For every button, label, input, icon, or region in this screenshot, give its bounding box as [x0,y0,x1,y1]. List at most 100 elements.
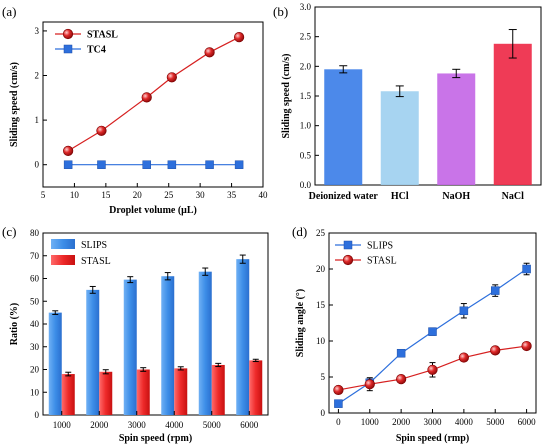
series-line [67,36,240,152]
panel-b: 0.0 0.5 1.0 1.5 2.0 2.5 3.0 Deionized water HCl N… [273,2,542,202]
bar-slips [161,276,175,415]
x-tick-label: 3000 [128,420,147,430]
y-tick-label: 20 [316,264,326,274]
x-axis-label: Droplet volume (μL) [109,205,197,216]
data-point [167,160,177,169]
data-point [63,145,74,156]
legend-label: SLIPS [367,241,393,252]
bar-stasl [211,364,225,415]
data-point [334,399,343,408]
bar [437,73,476,185]
data-point [458,352,469,363]
y-tick-label: 5 [321,372,326,382]
x-axis-label: Spin speed (rmp) [396,433,469,444]
y-tick-label: 70 [30,251,40,261]
y-tick-label: 80 [30,228,40,238]
data-point [396,348,406,358]
x-tick-label: 2000 [90,420,109,430]
x-tick-label: 2000 [392,417,411,427]
panel-c: 0 10 20 30 40 50 60 70 80 1000 2000 3000 4000 5000 600… [2,224,269,444]
x-tick-label: 0 [336,417,341,427]
data-point [142,160,151,169]
data-point [205,160,214,169]
data-point [234,160,244,169]
panel-label: (d) [292,224,307,239]
y-tick-label: 3.0 [300,2,312,12]
y-tick-label: 2.5 [300,32,312,42]
x-tick-label: 15 [101,190,111,200]
data-point [490,286,500,295]
x-tick-label: 20 [133,190,143,200]
y-tick-label: 30 [30,342,40,352]
x-tick-label: 4000 [455,417,474,427]
data-point [204,47,215,58]
x-tick-label: 5 [41,190,46,200]
series-slips [334,262,531,408]
legend: STASL TC4 [55,28,118,56]
series-tc4 [63,160,244,169]
x-tick-label: 3000 [424,417,443,427]
legend-label: STASL [367,256,397,267]
panel-label: (c) [2,224,16,239]
bar-slips [48,312,62,415]
bar-stasl [61,374,75,415]
data-point [97,160,106,169]
data-point [521,340,532,352]
data-point [333,384,344,396]
data-point [364,379,375,390]
panel-label: (b) [273,4,288,19]
bar-slips [123,279,137,415]
bar-slips [86,289,100,415]
x-tick-label: 1000 [361,417,380,427]
x-tick-label: 4000 [165,420,184,430]
data-point [63,160,73,169]
data-point [342,254,354,266]
plot-frame [42,232,269,416]
panel-a: 5 10 15 20 25 30 35 40 0 1 2 3 STASL TC4 Droplet volum… [2,4,268,216]
legend-swatch [51,255,75,265]
legend-label: STASL [81,256,111,267]
panel-d: 0 1000 2000 3000 4000 5000 6000 0 5 10 15 20 25 SLIPS… [292,224,537,444]
x-axis-label: Spin speed (rpm) [119,433,192,444]
y-axis-label: Sliding speed (cm/s) [9,62,20,147]
y-tick-label: 10 [30,387,40,397]
x-tick-label: 40 [259,190,269,200]
y-tick-label: 15 [316,300,326,310]
data-point [490,345,501,356]
legend-label: TC4 [87,45,106,56]
data-point [141,92,152,103]
y-tick-label: 0.0 [300,180,312,190]
panel-label: (a) [2,4,16,19]
bar-stasl [99,371,113,415]
x-tick-label: HCl [391,191,409,202]
data-point [234,32,245,43]
bar-stasl [174,368,188,415]
bar [324,69,363,185]
x-tick-label: 30 [196,190,206,200]
x-tick-label: NaCl [502,191,524,202]
y-tick-label: 50 [30,296,40,306]
plot-frame [42,21,264,188]
y-tick-label: 60 [30,274,40,284]
data-point [427,364,438,375]
legend-label: STASL [87,30,118,41]
legend: SLIPS STASL [51,239,111,267]
y-tick-label: 25 [316,228,326,238]
y-tick-label: 3 [35,26,40,36]
legend: SLIPS STASL [335,241,397,267]
y-tick-label: 1.0 [300,121,312,131]
legend-label: SLIPS [81,240,107,251]
y-tick-label: 0 [35,160,40,170]
y-tick-label: 2.0 [300,61,312,71]
y-tick-label: 1 [35,115,40,125]
legend-swatch [51,239,75,249]
y-tick-label: 1.5 [300,91,312,101]
y-tick-label: 2 [35,71,40,81]
y-tick-label: 10 [316,336,326,346]
data-point [522,264,531,274]
series-stasl [333,340,532,396]
y-tick-label: 20 [30,365,40,375]
y-axis-label: Sliding speed (cm/s) [281,53,292,138]
y-tick-label: 0.5 [300,150,312,160]
y-axis-label: Ratio (%) [9,303,20,346]
